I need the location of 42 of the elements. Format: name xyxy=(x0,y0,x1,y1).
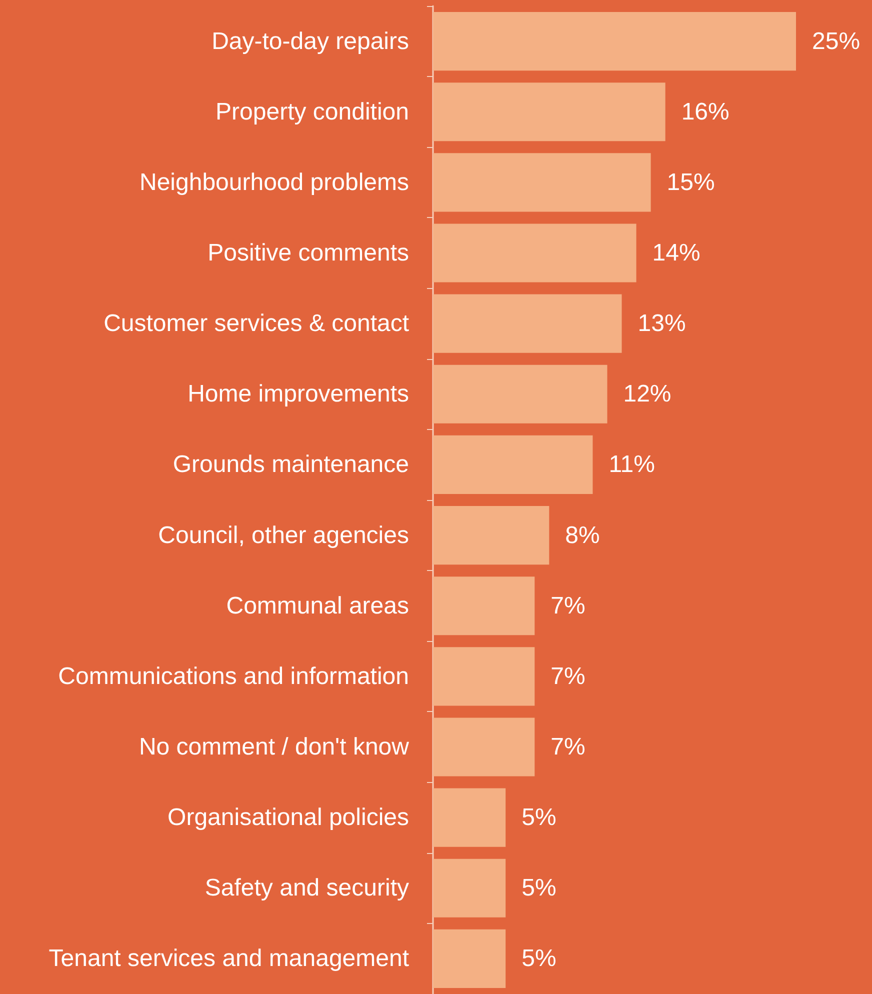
y-tick-label: Home improvements xyxy=(188,380,409,408)
y-tick-label: Tenant services and management xyxy=(48,945,410,972)
data-label: 12% xyxy=(623,380,672,408)
data-label: 16% xyxy=(681,98,730,126)
bar xyxy=(433,647,535,706)
bar xyxy=(433,858,506,918)
data-label: 15% xyxy=(666,168,715,196)
y-tick-label: Council, other agencies xyxy=(158,522,409,549)
y-tick-label: Communal areas xyxy=(226,592,409,620)
y-tick-label: Neighbourhood problems xyxy=(139,168,409,196)
data-label: 25% xyxy=(812,28,860,55)
data-label: 7% xyxy=(550,592,586,620)
data-label: 7% xyxy=(550,734,586,760)
bar xyxy=(433,224,636,282)
data-label: 13% xyxy=(638,310,686,338)
bar xyxy=(433,788,506,847)
y-tick-label: Communications and information xyxy=(58,662,409,690)
bar xyxy=(433,718,535,776)
data-label: 5% xyxy=(522,874,556,902)
y-tick-label: Safety and security xyxy=(204,874,409,902)
y-tick-label: Organisational policies xyxy=(168,804,409,832)
data-label: 5% xyxy=(522,804,556,832)
bar xyxy=(433,364,608,424)
bar xyxy=(433,294,622,353)
bar xyxy=(433,12,796,71)
y-tick-label: Customer services & contact xyxy=(104,310,410,338)
bar xyxy=(433,82,666,142)
bar xyxy=(433,153,651,212)
data-label: 11% xyxy=(608,451,655,478)
y-tick-label: Grounds maintenance xyxy=(172,451,409,478)
bar xyxy=(433,576,535,636)
bar xyxy=(433,929,506,988)
y-tick-label: No comment / don't know xyxy=(138,734,410,760)
data-label: 8% xyxy=(565,522,600,549)
y-tick-label: Positive comments xyxy=(208,240,409,266)
data-label: 5% xyxy=(522,945,556,972)
bar xyxy=(433,506,550,565)
data-label: 7% xyxy=(550,662,586,690)
bar xyxy=(433,435,593,494)
data-label: 14% xyxy=(652,240,700,266)
y-tick-label: Day-to-day repairs xyxy=(212,28,409,55)
y-tick-label: Property condition xyxy=(216,98,409,126)
